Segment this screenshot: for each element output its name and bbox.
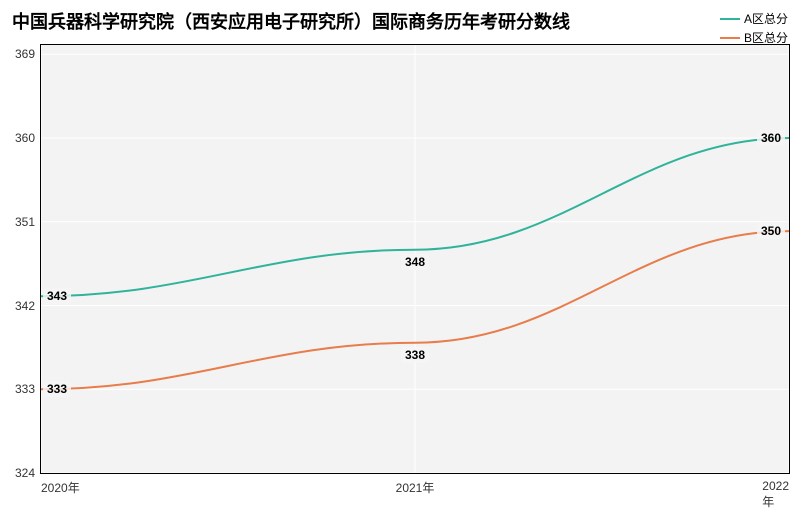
y-tick-label: 342 [15, 299, 41, 313]
x-tick-label: 2021年 [396, 473, 435, 496]
chart-container: 中国兵器科学研究院（西安应用电子研究所）国际商务历年考研分数线 324 333 34… [0, 0, 800, 500]
legend: A区总分 B区总分 [720, 10, 788, 48]
legend-item: A区总分 [720, 10, 788, 27]
data-label: 343 [43, 288, 71, 304]
x-tick-label: 2020年 [41, 473, 80, 496]
legend-label: A区总分 [744, 10, 788, 27]
legend-item: B区总分 [720, 29, 788, 46]
data-label: 350 [757, 223, 785, 239]
x-tick-label: 2022年 [762, 473, 789, 510]
legend-swatch [720, 18, 740, 20]
legend-swatch [720, 37, 740, 39]
y-tick-label: 351 [15, 215, 41, 229]
y-tick-label: 324 [15, 466, 41, 480]
legend-label: B区总分 [744, 29, 788, 46]
data-label: 360 [757, 130, 785, 146]
y-tick-label: 369 [15, 47, 41, 61]
data-label: 333 [43, 381, 71, 397]
data-label: 338 [401, 347, 429, 363]
data-label: 348 [401, 254, 429, 270]
plot-area: 3243333423513603692020年2021年2022年3433483… [40, 44, 790, 474]
y-tick-label: 360 [15, 131, 41, 145]
chart-title: 中国兵器科学研究院（西安应用电子研究所）国际商务历年考研分数线 [12, 8, 570, 34]
y-tick-label: 333 [15, 382, 41, 396]
